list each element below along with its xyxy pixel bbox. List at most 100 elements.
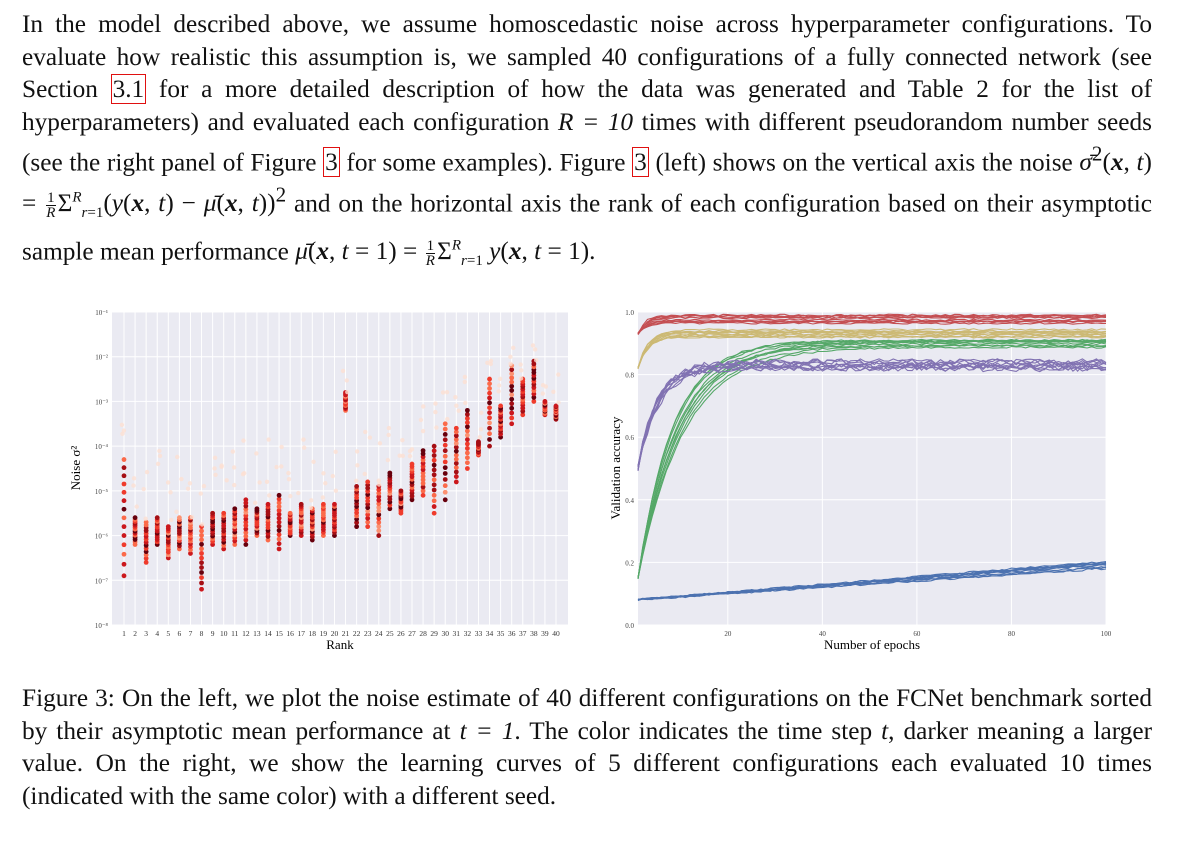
noise-point	[276, 500, 282, 506]
noise-point	[420, 484, 426, 490]
learning-curve-config-yellow	[637, 329, 1107, 368]
noise-point	[464, 445, 470, 451]
noise-point	[464, 416, 470, 421]
noise-point	[487, 376, 492, 382]
curves-y-label: Validation accuracy	[608, 416, 623, 519]
noise-point	[165, 524, 171, 530]
noise-point	[556, 400, 561, 405]
noise-point	[509, 383, 515, 389]
noise-point	[509, 367, 515, 373]
noise-point	[265, 537, 271, 543]
scatter-points	[119, 343, 561, 592]
noise-point	[276, 532, 282, 538]
noise-point	[454, 403, 459, 408]
learning-curves-chart: 0.0 0.2 0.4 0.6 0.8 1.0 20 40 60 80 100 Number of…	[608, 309, 1112, 652]
noise-point	[121, 465, 127, 471]
noise-point	[431, 482, 437, 488]
noise-point	[199, 580, 204, 586]
noise-point	[376, 497, 382, 503]
noise-point	[121, 561, 127, 567]
noise-point	[487, 415, 492, 421]
noise-point	[532, 347, 538, 352]
noise-point	[252, 500, 258, 506]
noise-point	[376, 501, 382, 507]
noise-point	[345, 389, 350, 395]
noise-point	[243, 519, 249, 525]
noise-point	[400, 453, 406, 459]
scatter-x-tick: 32	[464, 629, 472, 638]
noise-point	[121, 457, 127, 462]
noise-point	[487, 420, 492, 426]
curves-y-tick: 0.0	[625, 622, 634, 630]
noise-point	[219, 463, 224, 468]
scatter-x-ticks: 1 2 3 4 5 6 7 8 9 10 11 12 13 14 15 16 17 18 19 20 21 22 23 24 2…	[122, 629, 560, 638]
noise-point	[556, 372, 561, 377]
figure-ref-link-b[interactable]: 3	[632, 147, 649, 178]
noise-point	[365, 524, 371, 530]
noise-point	[221, 546, 227, 552]
noise-point	[363, 429, 368, 435]
noise-point	[309, 498, 314, 503]
noise-point	[143, 516, 148, 521]
scatter-y-tick: 10⁻²	[95, 354, 108, 362]
scatter-x-tick: 16	[286, 629, 294, 638]
scatter-y-tick: 10⁻⁶	[95, 533, 109, 541]
noise-point	[487, 381, 492, 387]
learning-curve-config-yellow	[637, 333, 1107, 369]
learning-curve-config-red	[637, 321, 1107, 334]
noise-point	[340, 368, 346, 374]
section-ref-link[interactable]: 3.1	[110, 74, 147, 104]
noise-point	[433, 401, 438, 406]
scatter-x-tick: 11	[231, 629, 238, 638]
noise-point	[498, 403, 504, 409]
scatter-x-tick: 40	[552, 629, 560, 638]
noise-point	[487, 425, 492, 431]
noise-point	[121, 506, 127, 512]
noise-point	[442, 477, 448, 482]
noise-point	[442, 465, 448, 471]
scatter-x-tick: 3	[144, 629, 148, 638]
noise-point	[168, 490, 173, 495]
noise-point	[332, 501, 337, 507]
figure-ref-link-a[interactable]: 3	[323, 147, 340, 178]
noise-point	[387, 506, 393, 512]
noise-point	[187, 481, 193, 486]
noise-point	[376, 533, 382, 538]
noise-point	[288, 493, 293, 499]
noise-point	[442, 431, 448, 437]
noise-point	[241, 438, 246, 443]
noise-point	[509, 405, 515, 411]
noise-point	[453, 433, 459, 439]
noise-point	[400, 437, 405, 443]
scatter-x-tick: 21	[342, 629, 350, 638]
noise-point	[276, 519, 282, 525]
curves-x-ticks: 20 40 60 80 100	[724, 630, 1111, 638]
noise-point	[420, 492, 426, 498]
noise-point	[157, 453, 163, 459]
noise-point	[321, 471, 326, 476]
noise-point	[464, 420, 470, 425]
noise-point	[464, 450, 470, 456]
curves-y-tick: 1.0	[625, 309, 634, 317]
scatter-y-tick: 10⁻⁴	[95, 443, 109, 451]
noise-point	[431, 462, 437, 468]
scatter-x-tick: 39	[541, 629, 549, 638]
noise-point	[509, 401, 515, 407]
noise-point	[509, 410, 515, 416]
noise-point	[276, 511, 282, 517]
noise-point	[121, 498, 127, 504]
noise-point	[464, 407, 470, 413]
scatter-x-tick: 19	[320, 629, 328, 638]
scatter-x-tick: 37	[519, 629, 527, 638]
scatter-grid	[112, 311, 568, 626]
scatter-x-tick: 10	[220, 629, 228, 638]
curves-x-tick: 20	[724, 630, 732, 638]
noise-point	[442, 459, 448, 465]
noise-point	[387, 470, 393, 476]
noise-point	[442, 483, 448, 489]
scatter-y-label: Noise σ²	[68, 446, 83, 491]
noise-point	[377, 441, 383, 446]
noise-point	[354, 478, 359, 483]
noise-point	[311, 459, 316, 465]
noise-point	[199, 541, 204, 547]
